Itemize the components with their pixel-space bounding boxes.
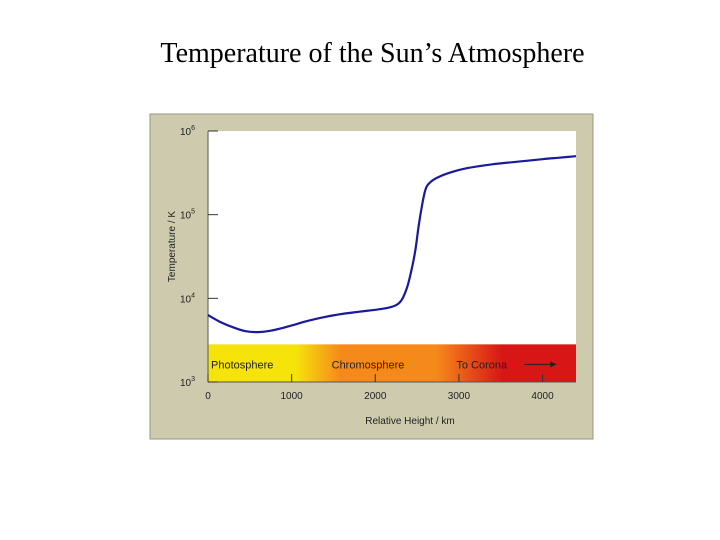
x-axis-title: Relative Height / km — [365, 416, 454, 427]
x-tick-label: 3000 — [448, 391, 471, 402]
x-tick-label: 0 — [205, 391, 211, 402]
y-tick-label: 104 — [180, 292, 195, 305]
band-label-to-corona: To Corona — [456, 359, 508, 371]
slide-title: Temperature of the Sun’s Atmosphere — [160, 38, 585, 69]
y-tick-label: 105 — [180, 209, 195, 222]
x-tick-label: 4000 — [531, 391, 554, 402]
band-label-chromosphere: Chromosphere — [332, 359, 405, 371]
band-label-photosphere: Photosphere — [211, 359, 273, 371]
plot-area — [208, 131, 576, 382]
y-axis-title: Temperature / K — [167, 211, 178, 282]
temperature-curve — [207, 155, 577, 334]
region-band-layer: Photosphere Chromosphere To Corona — [208, 344, 576, 382]
y-tick-label: 106 — [180, 125, 195, 138]
corona-arrowhead-icon — [550, 361, 557, 368]
axes: 103 104 105 106 0 1000 2000 3000 4000 — [180, 125, 576, 402]
region-band — [208, 344, 576, 382]
x-tick-label: 2000 — [364, 391, 387, 402]
y-tick-label: 103 — [180, 376, 195, 389]
x-tick-label: 1000 — [281, 391, 304, 402]
